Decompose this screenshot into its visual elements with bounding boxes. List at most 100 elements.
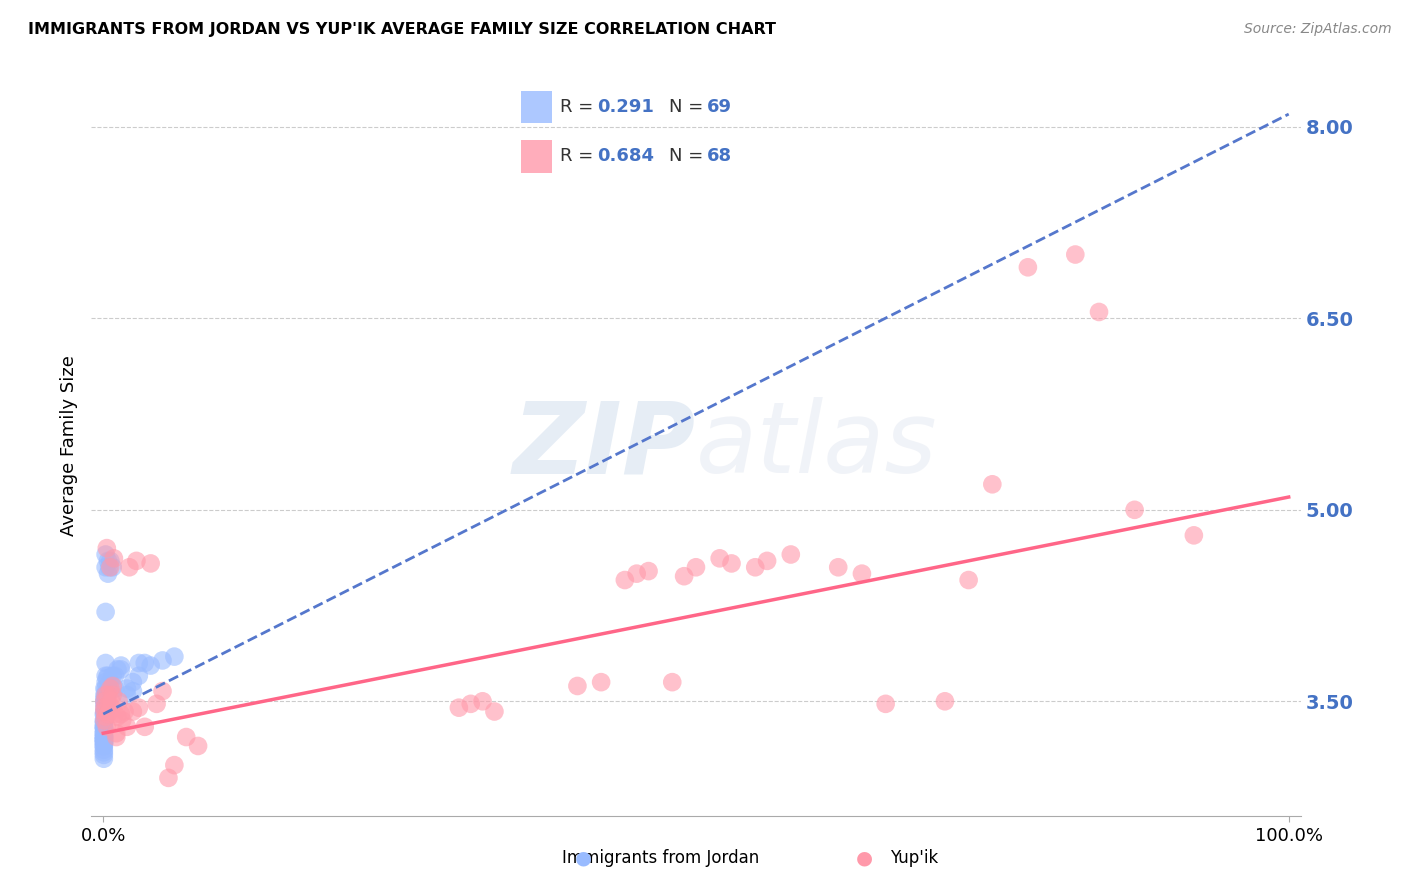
Point bbox=[93, 730, 115, 744]
Point bbox=[100, 694, 122, 708]
Point bbox=[97, 707, 120, 722]
Point bbox=[93, 681, 115, 696]
Point bbox=[471, 694, 494, 708]
Text: 69: 69 bbox=[706, 98, 731, 116]
Point bbox=[94, 605, 117, 619]
Point bbox=[96, 541, 118, 555]
Point bbox=[93, 745, 115, 759]
Text: 0.291: 0.291 bbox=[596, 98, 654, 116]
Point bbox=[637, 564, 659, 578]
Point bbox=[94, 688, 117, 702]
Point bbox=[1064, 247, 1087, 261]
Text: N =: N = bbox=[669, 98, 710, 116]
Point bbox=[98, 681, 121, 696]
Point bbox=[93, 743, 115, 757]
Point bbox=[98, 681, 121, 696]
Text: Yup'ik: Yup'ik bbox=[890, 849, 938, 867]
Point bbox=[122, 705, 145, 719]
Point bbox=[447, 700, 470, 714]
Point bbox=[94, 656, 117, 670]
Text: Source: ZipAtlas.com: Source: ZipAtlas.com bbox=[1244, 22, 1392, 37]
Point bbox=[125, 554, 148, 568]
Point bbox=[685, 560, 707, 574]
Point bbox=[98, 705, 121, 719]
Point bbox=[1088, 305, 1111, 319]
Point bbox=[122, 684, 145, 698]
Point bbox=[94, 709, 117, 723]
Point bbox=[460, 697, 482, 711]
Point bbox=[94, 688, 117, 702]
Point bbox=[98, 697, 121, 711]
Point bbox=[93, 720, 115, 734]
Point bbox=[115, 688, 138, 702]
Point bbox=[96, 694, 118, 708]
Point bbox=[626, 566, 648, 581]
Point bbox=[673, 569, 696, 583]
Point bbox=[93, 707, 115, 722]
Point bbox=[93, 726, 115, 740]
Point bbox=[851, 566, 873, 581]
Point bbox=[104, 681, 127, 696]
Point bbox=[128, 669, 150, 683]
Point bbox=[93, 747, 115, 762]
Point bbox=[105, 730, 128, 744]
Text: Immigrants from Jordan: Immigrants from Jordan bbox=[562, 849, 759, 867]
Point bbox=[134, 656, 156, 670]
Point bbox=[1182, 528, 1205, 542]
Point bbox=[484, 705, 506, 719]
Text: R =: R = bbox=[560, 98, 599, 116]
Point bbox=[93, 700, 115, 714]
Point bbox=[957, 573, 980, 587]
Text: atlas: atlas bbox=[696, 398, 938, 494]
Point bbox=[93, 735, 115, 749]
Point bbox=[93, 732, 115, 747]
Point bbox=[152, 684, 174, 698]
Point bbox=[93, 723, 115, 737]
Point bbox=[101, 679, 124, 693]
Point bbox=[934, 694, 956, 708]
Point bbox=[93, 694, 115, 708]
Point bbox=[107, 694, 129, 708]
Point bbox=[93, 735, 115, 749]
Point bbox=[139, 658, 162, 673]
Point bbox=[134, 720, 156, 734]
Bar bbox=[522, 91, 551, 123]
Point bbox=[93, 705, 115, 719]
Point bbox=[98, 675, 121, 690]
Point bbox=[93, 700, 115, 714]
Point bbox=[101, 688, 124, 702]
Point bbox=[1017, 260, 1039, 275]
Point bbox=[174, 730, 197, 744]
Point bbox=[128, 700, 150, 714]
Point bbox=[93, 730, 115, 744]
Point bbox=[93, 720, 115, 734]
Point bbox=[115, 720, 138, 734]
Point bbox=[93, 694, 115, 708]
Point bbox=[94, 669, 117, 683]
Point bbox=[101, 560, 124, 574]
Point bbox=[744, 560, 766, 574]
Point bbox=[875, 697, 897, 711]
Point bbox=[97, 688, 120, 702]
Point bbox=[100, 700, 122, 714]
Point bbox=[93, 707, 115, 722]
Point bbox=[93, 714, 115, 728]
Y-axis label: Average Family Size: Average Family Size bbox=[59, 356, 77, 536]
Point bbox=[93, 705, 115, 719]
Point bbox=[1123, 503, 1146, 517]
Point bbox=[187, 739, 209, 753]
Text: ●: ● bbox=[856, 848, 873, 868]
Point bbox=[93, 716, 115, 731]
Point bbox=[110, 662, 132, 676]
Text: ●: ● bbox=[575, 848, 592, 868]
Point bbox=[110, 707, 132, 722]
Point bbox=[97, 669, 120, 683]
Point bbox=[107, 662, 129, 676]
Point bbox=[105, 726, 128, 740]
Point bbox=[613, 573, 636, 587]
Point bbox=[720, 557, 742, 571]
Point bbox=[104, 669, 127, 683]
Point bbox=[145, 697, 167, 711]
Point bbox=[101, 669, 124, 683]
Text: 68: 68 bbox=[706, 147, 731, 165]
